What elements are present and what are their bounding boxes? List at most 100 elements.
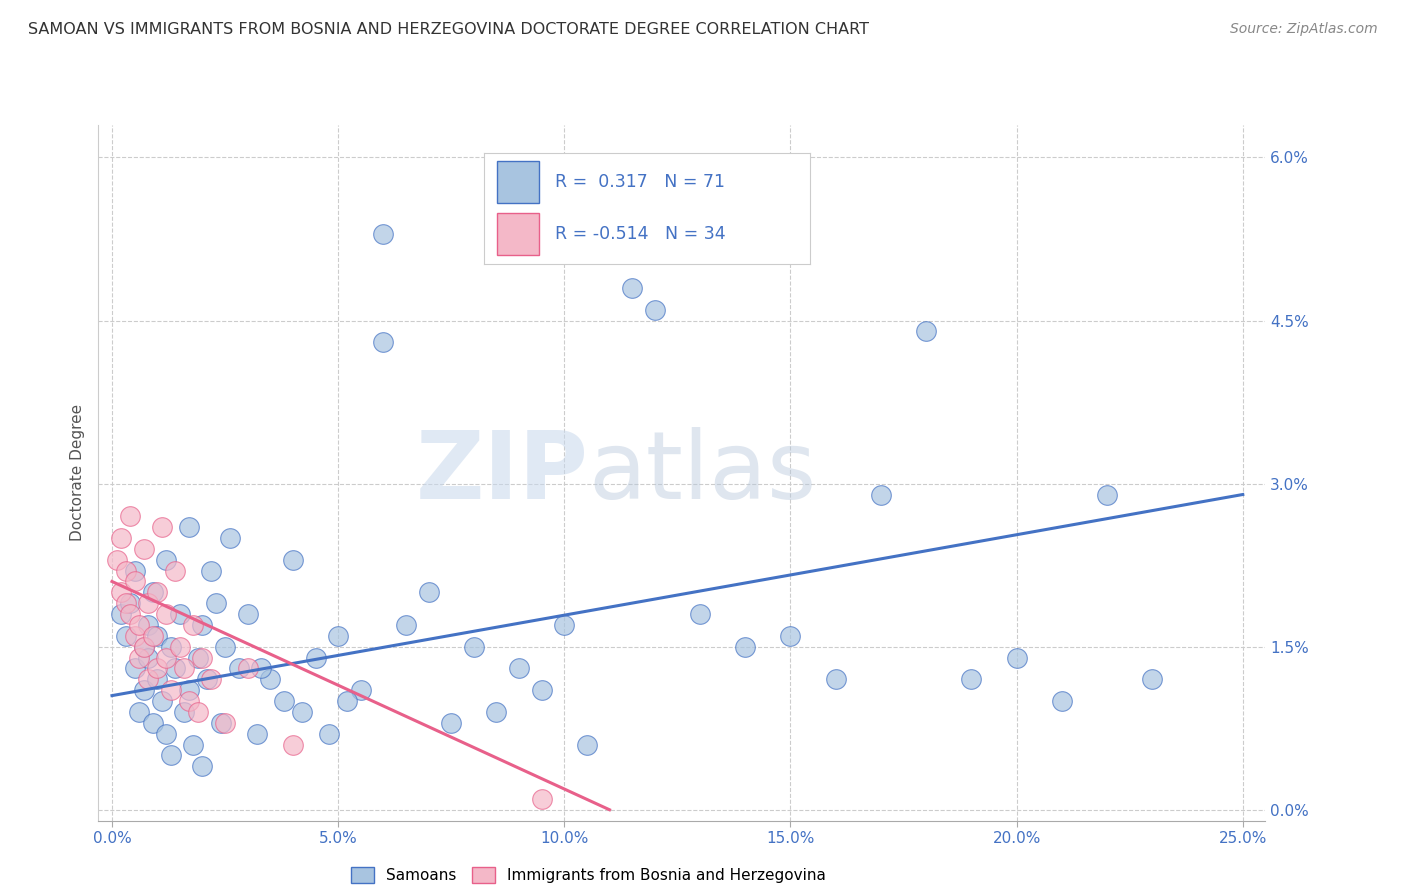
Point: [1050, 694, 1073, 708]
Point: [273, 694, 295, 708]
Point: [530, 683, 553, 698]
Point: [150, 520, 173, 534]
Point: [120, 509, 142, 524]
Point: [205, 596, 228, 610]
Point: [191, 759, 214, 773]
Legend: Samoans, Immigrants from Bosnia and Herzegovina: Samoans, Immigrants from Bosnia and Herz…: [344, 862, 832, 889]
FancyBboxPatch shape: [496, 213, 538, 255]
Point: [915, 325, 938, 339]
Point: [142, 585, 165, 599]
Point: [214, 715, 236, 730]
Point: [110, 531, 132, 545]
Point: [173, 661, 195, 675]
Point: [689, 607, 711, 621]
Point: [120, 596, 142, 610]
Point: [110, 607, 132, 621]
Point: [1005, 650, 1028, 665]
FancyBboxPatch shape: [496, 161, 538, 202]
Point: [1095, 487, 1118, 501]
Point: [318, 726, 340, 740]
Point: [734, 640, 756, 654]
Point: [236, 607, 259, 621]
Point: [169, 640, 191, 654]
Point: [114, 629, 136, 643]
Text: ZIP: ZIP: [416, 426, 589, 519]
Point: [124, 661, 146, 675]
Point: [132, 640, 155, 654]
Point: [159, 640, 181, 654]
Point: [183, 738, 205, 752]
Point: [150, 694, 173, 708]
Point: [336, 694, 359, 708]
Point: [373, 227, 395, 241]
Text: R =  0.317   N = 71: R = 0.317 N = 71: [555, 173, 725, 191]
Point: [142, 629, 165, 643]
Point: [259, 673, 281, 687]
Text: atlas: atlas: [589, 426, 817, 519]
Point: [246, 726, 269, 740]
Y-axis label: Doctorate Degree: Doctorate Degree: [69, 404, 84, 541]
Point: [159, 748, 181, 763]
Point: [136, 650, 159, 665]
Point: [136, 673, 159, 687]
Point: [291, 705, 314, 719]
Point: [155, 607, 177, 621]
Text: R = -0.514   N = 34: R = -0.514 N = 34: [555, 225, 725, 243]
Point: [183, 618, 205, 632]
Point: [155, 726, 177, 740]
Text: Source: ZipAtlas.com: Source: ZipAtlas.com: [1230, 22, 1378, 37]
Point: [530, 792, 553, 806]
Point: [187, 650, 209, 665]
Point: [124, 564, 146, 578]
Point: [136, 618, 159, 632]
Point: [824, 673, 846, 687]
Point: [281, 552, 304, 567]
Point: [155, 650, 177, 665]
Point: [132, 541, 155, 556]
Point: [159, 683, 181, 698]
Point: [132, 683, 155, 698]
Point: [621, 281, 644, 295]
Point: [128, 650, 150, 665]
Point: [440, 715, 463, 730]
Point: [485, 705, 508, 719]
Point: [644, 302, 666, 317]
Point: [779, 629, 801, 643]
Point: [191, 650, 214, 665]
Point: [142, 715, 165, 730]
Point: [209, 715, 232, 730]
Point: [304, 650, 326, 665]
Point: [132, 640, 155, 654]
Point: [870, 487, 893, 501]
Point: [177, 520, 200, 534]
Point: [1142, 673, 1164, 687]
Point: [124, 629, 146, 643]
Point: [146, 673, 169, 687]
Point: [124, 574, 146, 589]
Point: [395, 618, 418, 632]
Point: [228, 661, 250, 675]
Point: [373, 335, 395, 350]
Point: [120, 607, 142, 621]
Point: [281, 738, 304, 752]
Point: [146, 629, 169, 643]
Point: [128, 705, 150, 719]
Point: [200, 673, 222, 687]
Point: [328, 629, 350, 643]
Point: [177, 694, 200, 708]
Point: [177, 683, 200, 698]
Point: [165, 564, 187, 578]
Point: [418, 585, 440, 599]
Point: [508, 661, 530, 675]
Point: [165, 661, 187, 675]
Point: [236, 661, 259, 675]
Point: [114, 564, 136, 578]
Point: [960, 673, 983, 687]
Point: [553, 618, 575, 632]
Point: [105, 552, 128, 567]
Point: [463, 640, 485, 654]
Text: SAMOAN VS IMMIGRANTS FROM BOSNIA AND HERZEGOVINA DOCTORATE DEGREE CORRELATION CH: SAMOAN VS IMMIGRANTS FROM BOSNIA AND HER…: [28, 22, 869, 37]
Point: [136, 596, 159, 610]
Point: [146, 585, 169, 599]
Point: [218, 531, 240, 545]
